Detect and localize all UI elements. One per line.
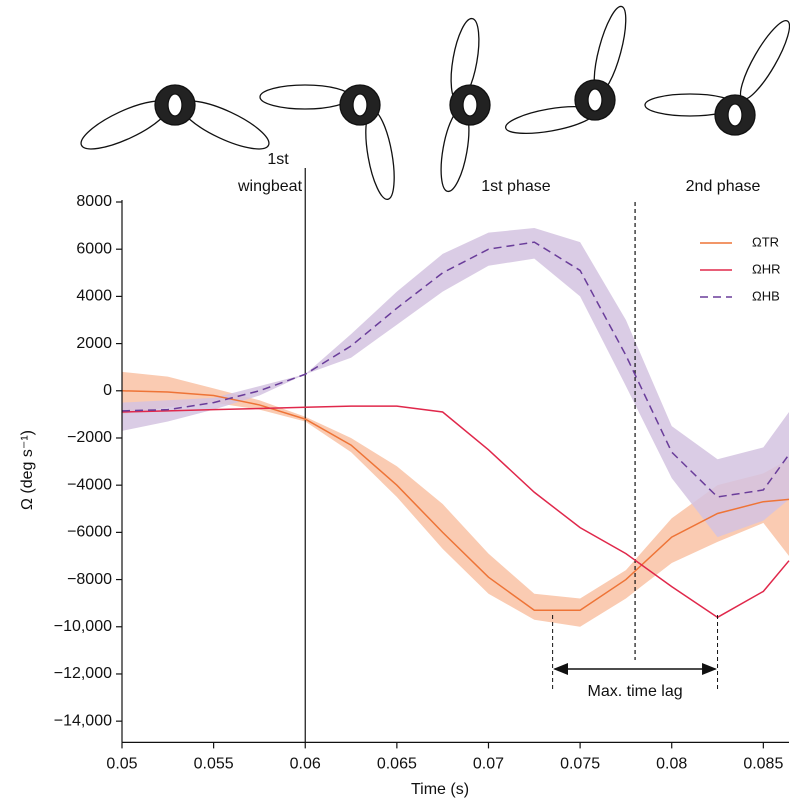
- legend-label: ΩHR: [752, 261, 781, 276]
- x-tick-label: 0.055: [194, 756, 234, 773]
- x-tick-label: 0.075: [560, 756, 600, 773]
- x-tick-label: 0.05: [106, 756, 137, 773]
- legend-label: ΩTR: [752, 234, 779, 249]
- line: [122, 391, 789, 610]
- phase-label: 2nd phase: [686, 178, 761, 195]
- wingbeat-label: wingbeat: [237, 178, 303, 195]
- legend-label: ΩHB: [752, 288, 780, 303]
- x-tick-label: 0.085: [743, 756, 783, 773]
- y-tick-label: −2000: [67, 429, 112, 446]
- y-tick-label: 6000: [76, 240, 112, 257]
- phase-label: 1st phase: [481, 178, 550, 195]
- y-tick-label: 0: [103, 382, 112, 399]
- y-tick-label: −14,000: [54, 712, 112, 729]
- x-tick-label: 0.08: [656, 756, 687, 773]
- y-tick-label: −10,000: [54, 618, 112, 635]
- y-tick-label: 4000: [76, 288, 112, 305]
- y-tick-label: −12,000: [54, 665, 112, 682]
- x-axis-label: Time (s): [411, 781, 469, 798]
- chart: Time (s) Ω (deg s⁻¹) 1st wingbeat −14,00…: [0, 0, 790, 804]
- x-tick-label: 0.07: [473, 756, 504, 773]
- y-tick-label: −8000: [67, 571, 112, 588]
- insect-illustrations: [76, 4, 790, 202]
- y-axis-label: Ω (deg s⁻¹): [19, 430, 36, 510]
- y-tick-label: −6000: [67, 524, 112, 541]
- x-tick-label: 0.065: [377, 756, 417, 773]
- y-tick-label: 8000: [76, 193, 112, 210]
- x-tick-label: 0.06: [290, 756, 321, 773]
- y-tick-label: −4000: [67, 476, 112, 493]
- time-lag-label: Max. time lag: [588, 683, 683, 700]
- error-band: [122, 228, 789, 537]
- y-tick-label: 2000: [76, 335, 112, 352]
- wingbeat-label: 1st: [267, 151, 289, 168]
